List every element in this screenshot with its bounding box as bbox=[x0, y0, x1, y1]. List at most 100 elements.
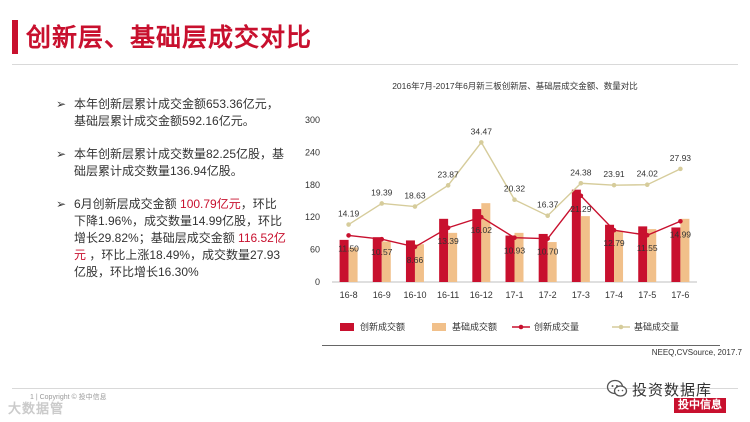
data-label-基础成交量: 19.39 bbox=[371, 187, 393, 197]
bullet-text: 本年创新层累计成交数量82.25亿股，基础层累计成交数量136.94亿股。 bbox=[74, 147, 285, 178]
point-基础成交量 bbox=[379, 201, 385, 206]
data-label-创新成交量: 10.93 bbox=[504, 246, 526, 256]
bar-基础成交额 bbox=[414, 244, 424, 282]
x-tick-label: 17-5 bbox=[638, 290, 656, 300]
bullet-text-mid: ，环比下降1.96%，成交数量14.99亿股，环比增长29.82%；基础层成交金… bbox=[74, 197, 283, 245]
data-label-创新成交量: 12.79 bbox=[603, 238, 625, 248]
wechat-icon bbox=[606, 379, 628, 397]
legend-swatch-基础成交额 bbox=[432, 323, 446, 331]
arrow-bullet-icon: ➢ bbox=[56, 197, 67, 211]
bar-基础成交额 bbox=[680, 218, 690, 282]
data-label-基础成交量: 16.37 bbox=[537, 200, 559, 210]
point-创新成交量 bbox=[346, 233, 351, 238]
x-tick-label: 16-10 bbox=[403, 290, 426, 300]
bullet-list: ➢ 本年创新层累计成交金额653.36亿元，基础层累计成交金额592.16亿元。… bbox=[56, 96, 288, 297]
bullet-text: 本年创新层累计成交金额653.36亿元，基础层累计成交金额592.16亿元。 bbox=[74, 97, 279, 128]
trade-comparison-chart: 0 60 120 180 240 300 16-8 16-9 16-10 16-11 16-12 17… bbox=[305, 115, 697, 332]
chart-bottom-divider bbox=[322, 345, 720, 346]
legend-swatch-创新成交额 bbox=[340, 323, 354, 331]
x-tick-label: 17-2 bbox=[539, 290, 557, 300]
company-logo: 投中信息 bbox=[674, 398, 726, 413]
x-tick-label: 17-3 bbox=[572, 290, 590, 300]
x-tick-label: 16-8 bbox=[340, 290, 358, 300]
bullet-item: ➢ 6月创新层成交金额 100.79亿元，环比下降1.96%，成交数量14.99… bbox=[56, 196, 288, 281]
point-创新成交量 bbox=[512, 235, 517, 241]
data-label-基础成交量: 23.87 bbox=[437, 169, 459, 179]
bar-基础成交额 bbox=[514, 232, 524, 282]
bar-基础成交额 bbox=[381, 241, 391, 282]
data-label-创新成交量: 11.55 bbox=[637, 243, 658, 253]
bar-基础成交额 bbox=[647, 229, 657, 282]
bar-创新成交额 bbox=[405, 240, 415, 282]
bar-基础成交额 bbox=[348, 247, 358, 282]
bar-创新成交额 bbox=[571, 189, 581, 282]
data-label-基础成交量: 18.63 bbox=[404, 191, 426, 201]
bullet-item: ➢ 本年创新层累计成交数量82.25亿股，基础层累计成交数量136.94亿股。 bbox=[56, 146, 288, 180]
bullet-text-post: ，环比上涨18.49%，成交数量27.93亿股，环比增长16.30% bbox=[74, 248, 281, 279]
data-label-基础成交量: 34.47 bbox=[471, 126, 493, 136]
legend-label-基础成交量: 基础成交量 bbox=[634, 321, 679, 332]
point-创新成交量 bbox=[545, 236, 550, 241]
footer-divider bbox=[12, 388, 738, 389]
bar-基础成交额 bbox=[547, 242, 557, 282]
x-tick-label: 16-11 bbox=[437, 290, 459, 300]
arrow-bullet-icon: ➢ bbox=[56, 147, 67, 161]
bullet-item: ➢ 本年创新层累计成交金额653.36亿元，基础层累计成交金额592.16亿元。 bbox=[56, 96, 288, 130]
x-tick-label: 16-9 bbox=[373, 290, 391, 300]
page-title: 创新层、基础层成交对比 bbox=[26, 24, 313, 52]
point-基础成交量 bbox=[346, 222, 351, 227]
point-创新成交量 bbox=[479, 214, 484, 220]
highlight-basic-amount: 116.52亿元 bbox=[74, 231, 286, 262]
data-label-创新成交量: 14.99 bbox=[670, 229, 692, 239]
data-label-创新成交量: 21.29 bbox=[570, 204, 592, 214]
bar-创新成交额 bbox=[605, 224, 615, 282]
bar-基础成交额 bbox=[580, 216, 590, 282]
y-tick-label: 60 bbox=[310, 245, 320, 255]
data-label-基础成交量: 27.93 bbox=[670, 153, 692, 163]
wechat-account: 投资数据库 bbox=[606, 378, 712, 400]
point-基础成交量 bbox=[611, 182, 617, 188]
bar-创新成交额 bbox=[505, 235, 515, 282]
title-accent-bar bbox=[12, 20, 18, 54]
x-tick-label: 17-6 bbox=[671, 290, 689, 300]
point-创新成交量 bbox=[412, 244, 418, 250]
data-label-创新成交量: 16.02 bbox=[471, 225, 493, 235]
point-基础成交量 bbox=[578, 180, 584, 186]
y-tick-label: 240 bbox=[305, 147, 320, 157]
x-tick-label: 17-4 bbox=[605, 290, 623, 300]
point-创新成交量 bbox=[379, 236, 385, 242]
legend-marker-基础成交量 bbox=[618, 324, 624, 330]
bar-创新成交额 bbox=[538, 233, 548, 282]
data-label-创新成交量: 13.39 bbox=[437, 236, 459, 246]
chart-title: 2016年7月-2017年6月新三板创新层、基础层成交金额、数量对比 bbox=[392, 81, 638, 91]
bar-创新成交额 bbox=[339, 239, 349, 282]
point-创新成交量 bbox=[578, 193, 584, 199]
footer-note: 1 | Copyright © 投中信息 bbox=[30, 394, 107, 401]
bullet-text-pre: 6月创新层成交金额 bbox=[74, 197, 181, 211]
title-divider bbox=[12, 64, 738, 65]
wechat-label: 投资数据库 bbox=[632, 381, 713, 399]
y-tick-label: 300 bbox=[305, 115, 320, 125]
point-创新成交量 bbox=[678, 218, 683, 224]
legend-label-创新成交量: 创新成交量 bbox=[534, 321, 579, 332]
bar-基础成交额 bbox=[614, 231, 624, 282]
data-label-创新成交量: 11.50 bbox=[338, 243, 359, 253]
point-基础成交量 bbox=[479, 140, 484, 145]
point-创新成交量 bbox=[644, 232, 650, 238]
legend-marker-创新成交量 bbox=[518, 324, 524, 330]
chart-container: 0 60 120 180 240 300 16-8 16-9 16-10 16-11 16-12 17… bbox=[292, 80, 738, 360]
y-tick-label: 180 bbox=[305, 180, 320, 190]
x-tick-label: 17-1 bbox=[505, 290, 523, 300]
point-创新成交量 bbox=[611, 227, 617, 233]
data-label-创新成交量: 10.70 bbox=[537, 247, 559, 257]
legend-label-创新成交额: 创新成交额 bbox=[360, 321, 405, 332]
bar-基础成交额 bbox=[481, 203, 491, 282]
point-基础成交量 bbox=[512, 197, 517, 203]
point-基础成交量 bbox=[412, 204, 418, 209]
data-label-基础成交量: 24.02 bbox=[637, 169, 659, 179]
bar-创新成交额 bbox=[372, 237, 382, 282]
point-基础成交量 bbox=[678, 166, 683, 172]
y-tick-label: 120 bbox=[305, 212, 320, 222]
point-基础成交量 bbox=[545, 213, 550, 219]
bar-创新成交额 bbox=[638, 226, 648, 282]
